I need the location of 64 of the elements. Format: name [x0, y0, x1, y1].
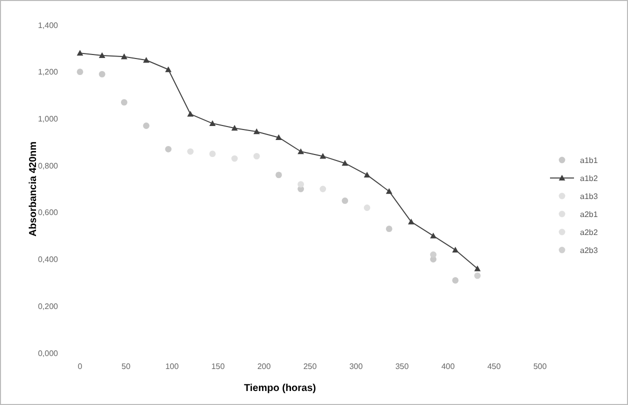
y-tick-label: 0,400	[38, 255, 59, 264]
y-tick-label: 1,400	[38, 20, 59, 30]
x-tick-label: 400	[441, 362, 456, 371]
x-tick-label: 200	[257, 362, 272, 371]
point	[452, 277, 459, 284]
point	[98, 71, 106, 78]
point	[386, 188, 392, 194]
x-tick-label: 0	[78, 362, 83, 371]
point	[320, 153, 326, 159]
y-tick-label: 0,000	[38, 348, 59, 358]
legend-label: a2b3	[580, 246, 598, 255]
point	[253, 153, 260, 160]
legend-label: a2b1	[580, 210, 598, 219]
x-tick-label: 100	[165, 362, 180, 371]
point	[76, 68, 84, 76]
legend-label: a2b2	[580, 228, 598, 237]
point	[120, 53, 128, 60]
legend-label: a1b2	[580, 174, 598, 183]
x-tick-label: 150	[211, 362, 226, 371]
point	[342, 160, 348, 166]
x-tick-label: 300	[349, 362, 364, 371]
x-tick-label: 350	[395, 362, 410, 371]
point	[120, 99, 128, 106]
point	[364, 204, 370, 211]
point	[386, 226, 392, 232]
point	[253, 128, 260, 134]
x-tick-label: 500	[533, 362, 548, 371]
x-axis-title: Tiempo (horas)	[244, 383, 316, 394]
point	[276, 134, 282, 140]
point	[231, 155, 238, 162]
point	[98, 52, 106, 58]
point	[474, 265, 481, 272]
point	[430, 232, 436, 238]
point	[430, 251, 436, 258]
y-tick-label: 1,000	[38, 114, 59, 124]
point	[342, 198, 348, 204]
point	[408, 218, 414, 224]
legend-label: a1b1	[580, 156, 598, 165]
point	[143, 56, 150, 63]
y-tick-label: 0,200	[38, 302, 59, 311]
y-tick-label: 1,200	[38, 68, 59, 77]
point	[143, 122, 150, 129]
point	[364, 172, 370, 178]
point	[320, 186, 326, 192]
point	[276, 172, 282, 178]
point	[298, 181, 304, 188]
point	[209, 150, 216, 158]
point	[209, 120, 216, 126]
x-tick-label: 250	[303, 362, 318, 371]
point	[76, 50, 84, 56]
point	[298, 148, 304, 154]
point	[165, 66, 172, 72]
y-axis-title: Absorbancia 420nm	[28, 141, 39, 237]
legend-label: a1b3	[580, 192, 598, 201]
y-tick-label: 0,800	[38, 161, 59, 170]
point	[187, 110, 194, 117]
y-tick-label: 0,600	[38, 208, 59, 218]
x-tick-label: 450	[487, 362, 502, 371]
point	[474, 272, 481, 279]
x-tick-label: 50	[122, 362, 131, 371]
point	[452, 246, 459, 252]
point	[187, 148, 194, 155]
point	[231, 124, 238, 131]
point	[165, 146, 172, 152]
